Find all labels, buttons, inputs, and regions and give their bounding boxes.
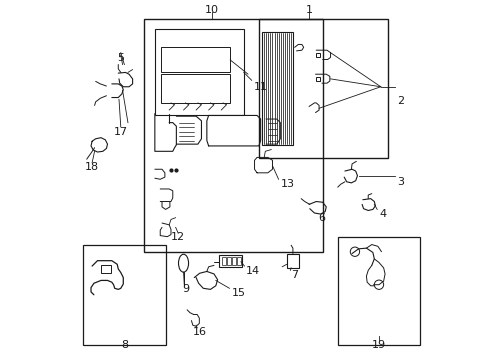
Bar: [337, 237, 419, 345]
Text: 9: 9: [182, 284, 188, 294]
Text: 17: 17: [114, 127, 127, 136]
Bar: [286, 253, 298, 268]
Bar: [222, 257, 225, 265]
Text: 15: 15: [231, 288, 245, 298]
Bar: [218, 255, 241, 267]
Bar: [161, 47, 230, 72]
Bar: [262, 32, 292, 145]
Text: 7: 7: [290, 270, 298, 280]
Bar: [83, 244, 165, 345]
Text: 11: 11: [253, 82, 267, 92]
Text: 13: 13: [280, 179, 294, 189]
Text: 12: 12: [171, 232, 185, 242]
Text: 1: 1: [305, 5, 312, 15]
Text: 10: 10: [205, 5, 219, 15]
Text: 5: 5: [117, 53, 124, 63]
Text: 16: 16: [192, 327, 206, 337]
Text: 14: 14: [246, 266, 260, 276]
Text: 19: 19: [371, 340, 385, 350]
Bar: [161, 74, 230, 103]
Bar: [155, 30, 244, 116]
Bar: [227, 257, 230, 265]
Text: 18: 18: [85, 162, 99, 172]
Text: 4: 4: [378, 209, 386, 219]
Bar: [144, 19, 323, 252]
Bar: [232, 257, 235, 265]
Text: 8: 8: [121, 340, 128, 350]
Text: 6: 6: [318, 213, 325, 222]
Text: 3: 3: [396, 177, 403, 187]
Text: 2: 2: [396, 96, 403, 106]
Bar: [237, 257, 241, 265]
Bar: [101, 265, 111, 273]
Bar: [258, 19, 387, 158]
